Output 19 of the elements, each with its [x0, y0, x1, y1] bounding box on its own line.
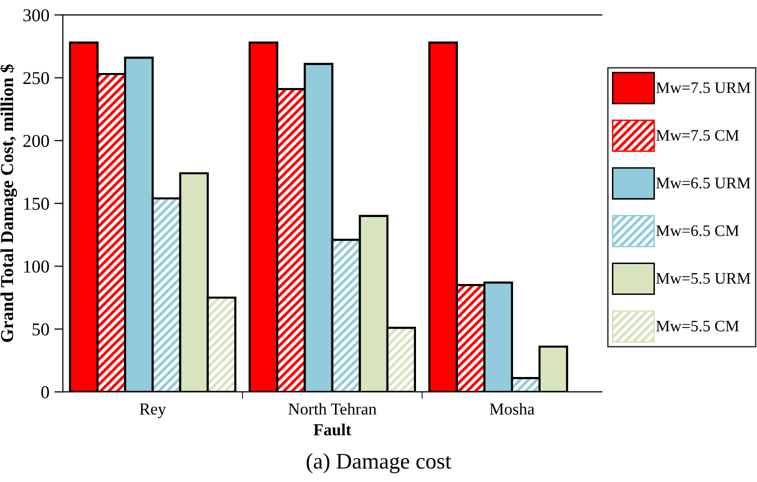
y-tick-label: 100: [24, 260, 49, 273]
y-axis-title: Grand Total Damage Cost, million $: [0, 64, 17, 342]
y-tick-label: 200: [23, 134, 49, 148]
text: (a) Damage cost: [306, 453, 452, 474]
x-axis-title: Fault: [314, 424, 352, 436]
x-tick-label: Rey: [140, 404, 166, 418]
legend-label: Mw=6.5 URM: [656, 178, 750, 188]
x-tick-label: North Tehran: [288, 402, 376, 415]
legend-label: Mw=5.5 URM: [656, 273, 750, 284]
y-tick-label: 50: [32, 323, 49, 336]
legend-label: Mw=7.5 CM: [656, 130, 739, 141]
y-tick-label: 250: [23, 72, 49, 84]
legend-label: Mw=7.5 URM: [656, 82, 750, 94]
y-tick-label: 300: [23, 9, 49, 22]
x-tick-label: Mosha: [490, 402, 534, 415]
y-tick-label: 150: [24, 198, 49, 210]
legend-label: Mw=5.5 CM: [656, 320, 739, 332]
legend-label: Mw=6.5 CM: [656, 225, 739, 236]
y-tick-label: 0: [41, 386, 49, 398]
